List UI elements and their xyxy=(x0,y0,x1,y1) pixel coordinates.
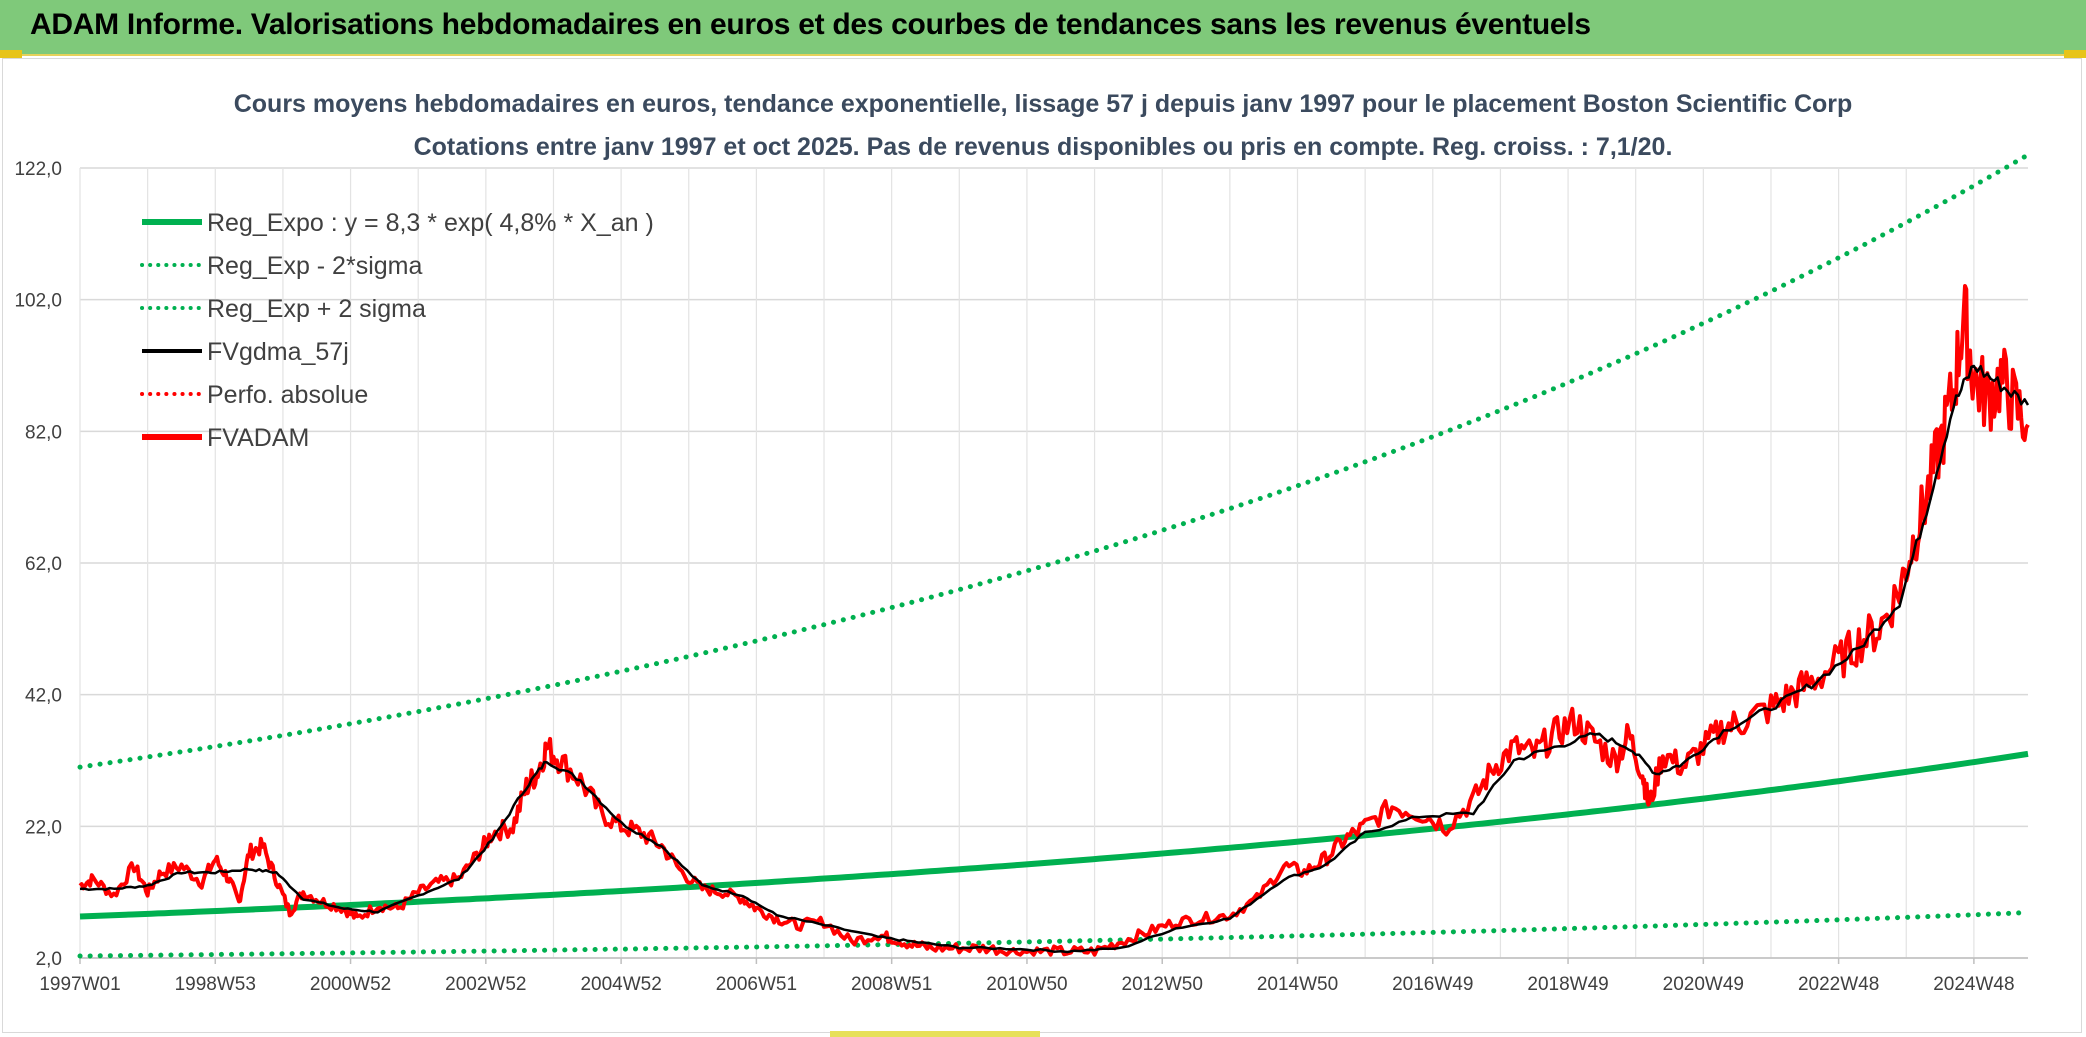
chart-title-line1: Cours moyens hebdomadaires en euros, ten… xyxy=(234,90,1853,118)
x-tick-label: 2016W49 xyxy=(1392,974,1473,995)
x-tick-label: 2018W49 xyxy=(1527,974,1608,995)
x-tick-label: 2010W50 xyxy=(986,974,1067,995)
x-tick-label: 2014W50 xyxy=(1257,974,1338,995)
x-tick-label: 2008W51 xyxy=(851,974,932,995)
legend-label: Reg_Exp - 2*sigma xyxy=(207,252,422,280)
y-tick-label: 62,0 xyxy=(25,554,62,575)
header-banner: ADAM Informe. Valorisations hebdomadaire… xyxy=(0,0,2086,58)
chart-frame xyxy=(2,58,2082,1033)
chart-grid xyxy=(79,167,2028,959)
banner-corner-right xyxy=(2064,50,2086,58)
chart-title-line2: Cotations entre janv 1997 et oct 2025. P… xyxy=(414,133,1673,161)
legend-label: FVADAM xyxy=(207,424,309,452)
x-tick-label: 2012W50 xyxy=(1122,974,1203,995)
legend-label: Reg_Exp + 2 sigma xyxy=(207,295,426,323)
x-axis-ticks: 1997W01 1998W53 2000W52 2002W52 2004W52 2006W… xyxy=(39,958,2015,995)
x-tick-label: 1998W53 xyxy=(175,974,256,995)
x-tick-label: 2006W51 xyxy=(716,974,797,995)
chart-series xyxy=(77,152,2031,959)
x-tick-label: 1997W01 xyxy=(39,974,120,995)
x-tick-label: 2004W52 xyxy=(580,974,661,995)
series-fvgdma-57j xyxy=(79,364,2030,954)
x-tick-label: 2024W48 xyxy=(1933,974,2014,995)
x-tick-label: 2022W48 xyxy=(1798,974,1879,995)
y-tick-label: 22,0 xyxy=(25,817,62,838)
series-reg-exp-minus-2-sigma xyxy=(77,910,2031,959)
legend-label: Perfo. absolue xyxy=(207,381,368,409)
y-tick-label: 82,0 xyxy=(25,422,62,443)
series-reg-expo xyxy=(79,750,2029,920)
series-fvadam xyxy=(78,284,2030,957)
header-title: ADAM Informe. Valorisations hebdomadaire… xyxy=(30,8,1591,41)
y-axis-ticks: 2,0 22,0 42,0 62,0 82,0 102,0 122,0 xyxy=(14,159,62,970)
legend-label: FVgdma_57j xyxy=(207,338,349,366)
y-tick-label: 102,0 xyxy=(14,291,62,312)
bottom-accent-bar xyxy=(830,1031,1040,1037)
y-tick-label: 42,0 xyxy=(25,686,62,707)
y-tick-label: 122,0 xyxy=(14,159,62,180)
x-tick-label: 2000W52 xyxy=(310,974,391,995)
series-reg-exp-plus-2-sigma xyxy=(77,152,2031,770)
x-tick-label: 2002W52 xyxy=(445,974,526,995)
x-tick-label: 2020W49 xyxy=(1663,974,1744,995)
banner-corner-left xyxy=(0,50,22,58)
y-tick-label: 2,0 xyxy=(36,949,62,970)
legend-label: Reg_Expo : y = 8,3 * exp( 4,8% * X_an ) xyxy=(207,209,654,237)
chart-legend: Reg_Expo : y = 8,3 * exp( 4,8% * X_an ) R… xyxy=(140,209,654,452)
